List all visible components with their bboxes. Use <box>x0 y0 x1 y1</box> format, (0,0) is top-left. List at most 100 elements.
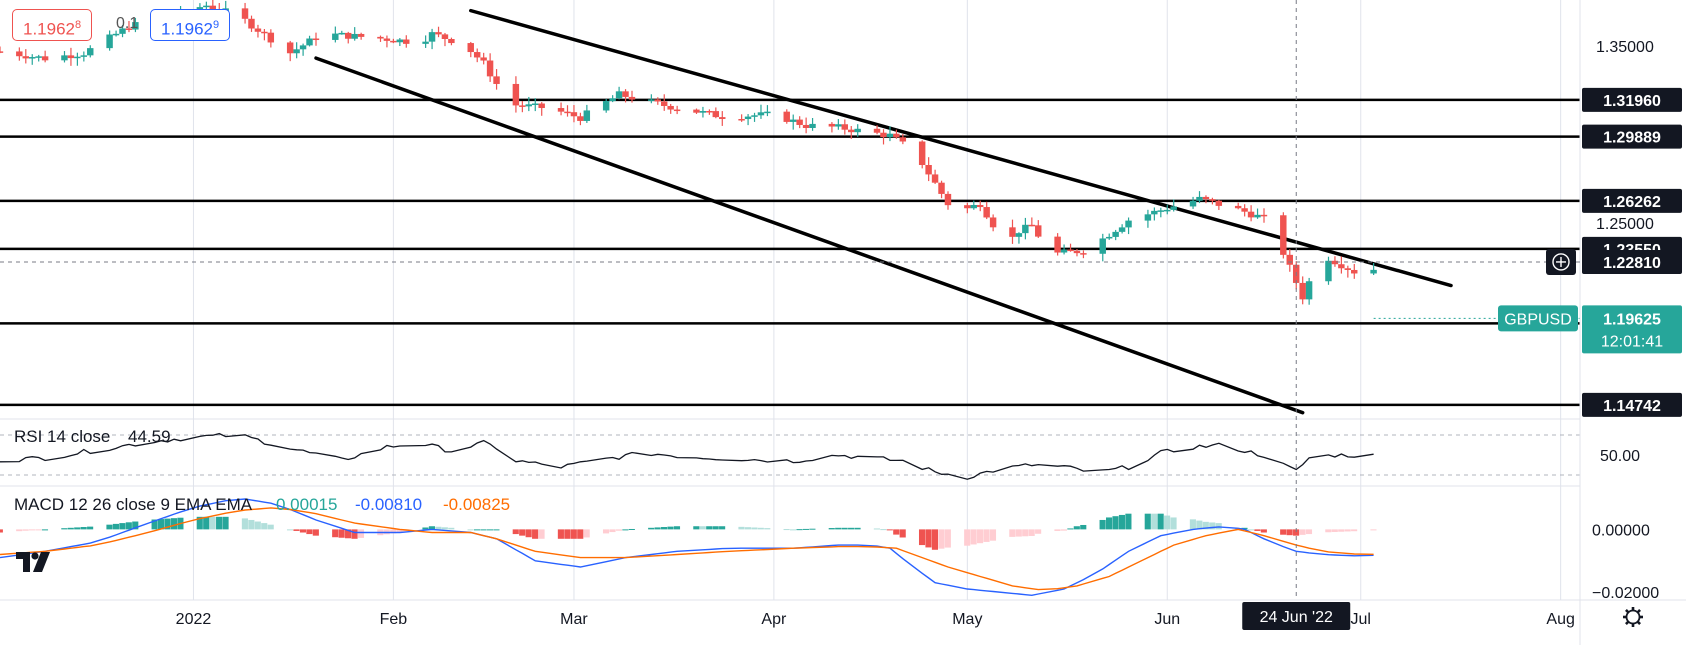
macd-line <box>0 498 1374 597</box>
candle-body <box>119 28 126 34</box>
candle-body <box>828 123 836 127</box>
candle-body <box>712 111 720 118</box>
macd-histogram-bar <box>345 529 352 539</box>
candle-body <box>557 108 565 112</box>
macd-histogram-bar <box>970 529 977 545</box>
macd-tick-label: −0.02000 <box>1592 585 1659 602</box>
macd-histogram-bar <box>1325 529 1332 533</box>
candle-body <box>519 105 526 107</box>
macd-histogram-bar <box>1247 529 1255 531</box>
candle-body <box>512 83 520 106</box>
macd-histogram-bar <box>1125 513 1132 530</box>
macd-histogram-bar <box>1280 529 1287 535</box>
macd-histogram-bar <box>1009 529 1016 537</box>
candle-body <box>538 103 545 109</box>
horizontal-price-levels <box>0 98 1580 407</box>
macd-histogram-bar <box>1338 529 1345 532</box>
candle-body <box>312 38 320 41</box>
macd-histogram-bar <box>944 529 951 548</box>
macd-histogram-bar <box>1196 520 1203 530</box>
macd-histogram-bar <box>267 524 274 530</box>
macd-histogram-bar <box>977 529 984 544</box>
bar-countdown-label: 12:01:41 <box>1601 333 1663 350</box>
candle-body <box>802 124 810 128</box>
macd-histogram-bar <box>557 529 564 539</box>
macd-histogram-bar <box>538 529 545 539</box>
candle-body <box>1105 236 1113 239</box>
macd-histogram-bar <box>119 523 126 530</box>
candle-body <box>648 99 655 101</box>
crosshair-price-badge <box>1582 249 1682 274</box>
macd-histogram-bar <box>602 529 610 534</box>
macd-histogram-bar <box>1054 529 1061 531</box>
candle-body <box>1241 208 1248 212</box>
macd-histogram-bar <box>925 529 932 548</box>
macd-histogram-bar <box>1144 513 1151 530</box>
macd-histogram-bar <box>1035 529 1042 534</box>
macd-histogram-bar <box>583 529 590 538</box>
macd-histogram-bar <box>106 524 113 530</box>
macd-histogram-bar <box>1151 513 1158 530</box>
candle-body <box>796 119 803 125</box>
macd-histogram-bar <box>467 529 474 531</box>
macd-histogram-bar <box>338 529 345 538</box>
candle-body <box>1151 210 1158 215</box>
macd-histogram-bar <box>609 529 616 533</box>
macd-histogram-bar <box>493 529 500 531</box>
x-tick-label: 2022 <box>176 611 212 628</box>
candle-body <box>241 8 249 19</box>
candle-body <box>1054 236 1061 253</box>
candle-body <box>983 207 990 218</box>
macd-histogram-bar <box>1118 514 1126 530</box>
macd-histogram-bar <box>209 516 216 530</box>
macd-histogram-bar <box>299 529 307 533</box>
macd-histogram-bar <box>918 529 926 546</box>
macd-histogram-bar <box>1080 524 1087 530</box>
candle-body <box>441 34 449 40</box>
candle-body <box>1099 238 1106 254</box>
candle-body <box>1125 220 1132 228</box>
candle-body <box>87 48 94 56</box>
macd-histogram-bar <box>719 526 726 530</box>
ask-price-box[interactable]: 1.19629 <box>150 9 231 41</box>
tradingview-logo-icon[interactable] <box>14 548 54 576</box>
candle-body <box>944 193 952 206</box>
candle-body <box>1164 209 1171 212</box>
settings-gear-icon[interactable] <box>1623 607 1643 627</box>
candle-body <box>931 174 939 183</box>
candle-body <box>964 205 971 209</box>
macd-pane: MACD 12 26 close 9 EMA EMA 0.00015 -0.0081… <box>0 495 1377 597</box>
candle-body <box>112 33 120 36</box>
candle-body <box>880 132 887 138</box>
rsi-line <box>0 432 1374 480</box>
candle-body <box>22 56 29 59</box>
candle-body <box>893 133 900 138</box>
candle-body <box>989 217 997 228</box>
macd-histogram-bar <box>989 529 997 541</box>
candle-body <box>609 98 616 102</box>
candle-body <box>525 104 533 107</box>
candle-body <box>1196 196 1203 201</box>
macd-histogram-bar <box>241 518 248 530</box>
candle-body <box>1035 225 1042 237</box>
macd-title: MACD 12 26 close 9 EMA EMA <box>14 495 253 514</box>
add-alert-icon[interactable] <box>1546 248 1576 275</box>
candle-body <box>1299 282 1306 300</box>
bid-price-box[interactable]: 1.19628 <box>12 9 93 41</box>
candle-body <box>74 56 81 59</box>
macd-histogram-bar <box>835 527 842 530</box>
macd-histogram-bar <box>667 526 674 530</box>
macd-histogram-bar <box>216 516 223 530</box>
macd-histogram-bar <box>1293 529 1300 536</box>
candle-body <box>660 101 668 106</box>
candle-body <box>583 110 591 121</box>
macd-histogram-bar <box>1157 513 1164 530</box>
candle-body <box>873 128 881 133</box>
rsi-tick-label: 50.00 <box>1600 448 1640 465</box>
channel-trend-lines <box>314 8 1453 415</box>
macd-histogram-bar <box>648 527 655 530</box>
macd-histogram-bar <box>87 526 94 530</box>
macd-histogram-bar <box>532 529 539 539</box>
macd-histogram-bar <box>1305 529 1313 535</box>
